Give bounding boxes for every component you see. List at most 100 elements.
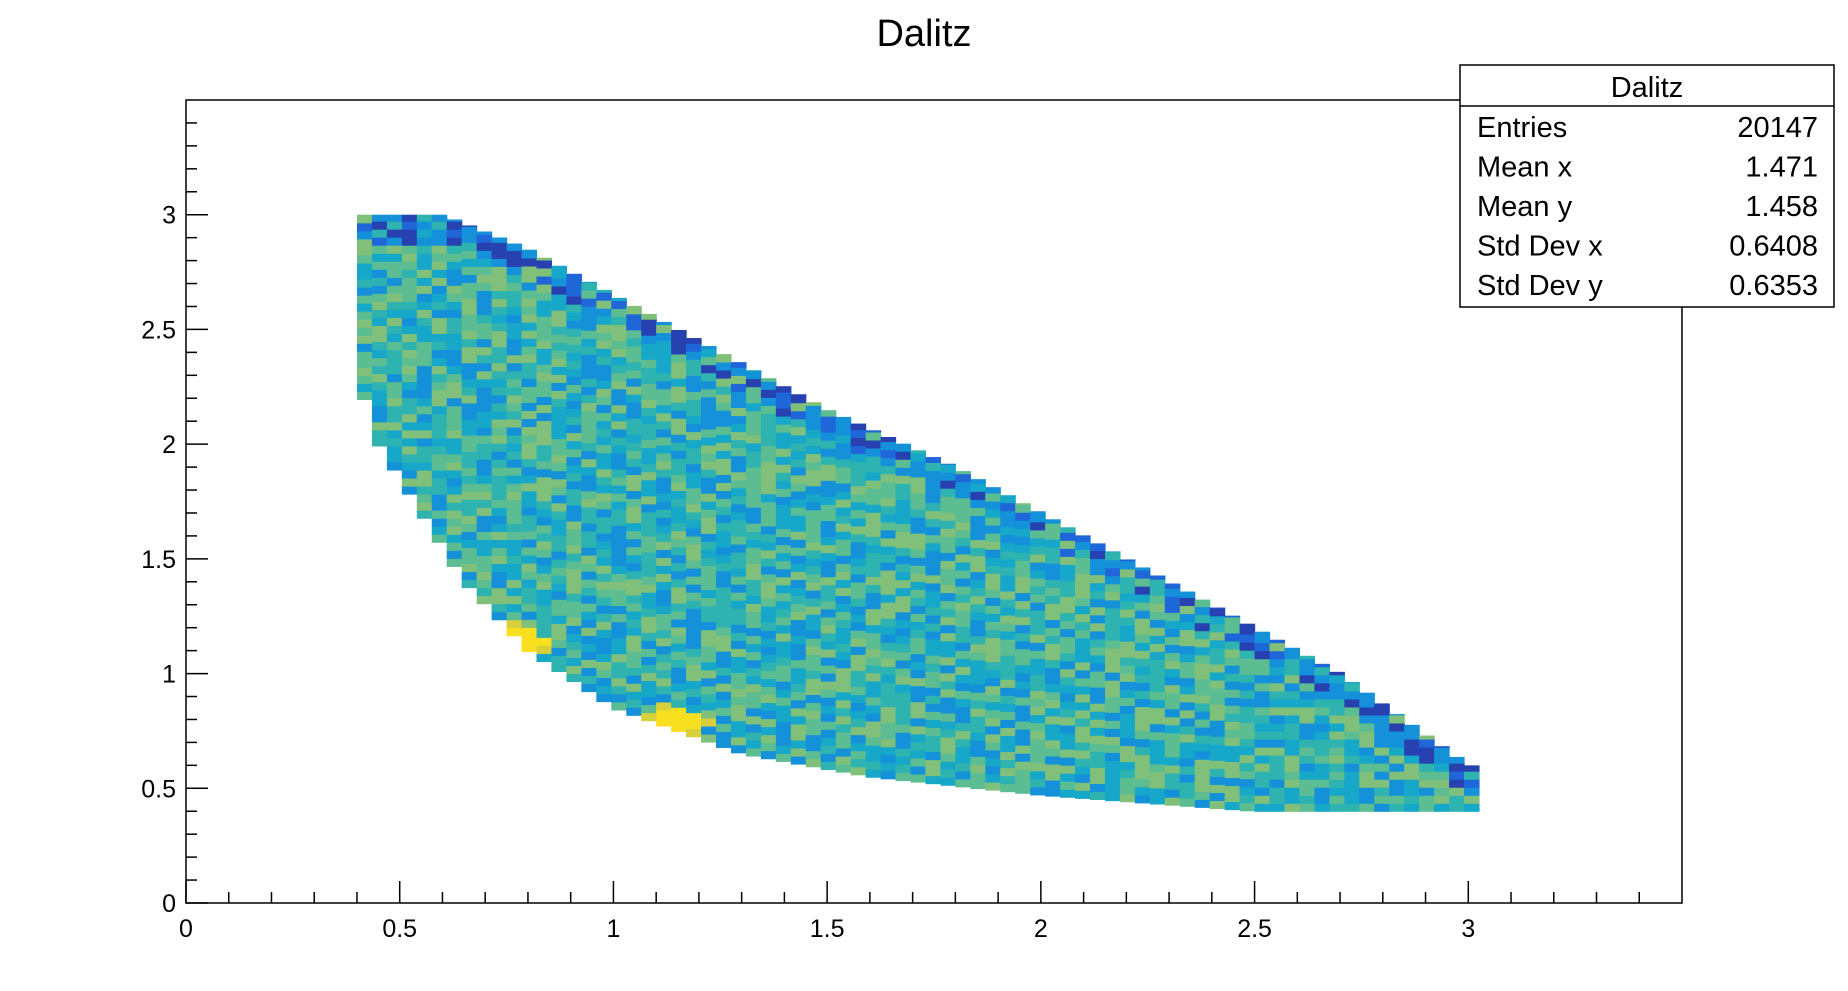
heatmap-bin (790, 474, 807, 484)
heatmap-bin (716, 418, 732, 427)
heatmap-bin (1000, 711, 1016, 720)
heatmap-bin (1045, 763, 1061, 773)
heatmap-bin (955, 505, 971, 515)
heatmap-bin (955, 666, 971, 675)
y-tick-label: 1 (162, 661, 176, 689)
heatmap-bin (1254, 771, 1271, 780)
heatmap-bin (1284, 714, 1301, 724)
heatmap-bin (386, 293, 403, 302)
heatmap-bin (820, 432, 837, 441)
heatmap-bin (476, 595, 493, 605)
heatmap-bin (820, 576, 837, 586)
heatmap-bin (1344, 771, 1360, 780)
heatmap-bin (880, 569, 897, 579)
heatmap-bin (461, 322, 478, 332)
heatmap-bin (461, 306, 478, 316)
heatmap-bin (716, 634, 732, 644)
heatmap-bin (1119, 592, 1136, 602)
heatmap-bin (1045, 587, 1061, 596)
heatmap-bin (581, 281, 597, 291)
heatmap-bin (686, 720, 702, 730)
heatmap-bin (1449, 803, 1465, 812)
heatmap-bin (850, 453, 867, 463)
heatmap-bin (491, 370, 508, 380)
heatmap-bin (1179, 693, 1196, 703)
heatmap-bin (790, 539, 807, 548)
heatmap-bin (970, 515, 986, 525)
heatmap-bin (880, 457, 897, 467)
heatmap-bin (1060, 556, 1076, 565)
heatmap-bin (970, 523, 986, 533)
heatmap-bin (656, 348, 672, 358)
heatmap-bin (1030, 602, 1046, 611)
heatmap-bin (1060, 532, 1076, 541)
heatmap-bin (551, 631, 568, 640)
heatmap-bin (835, 707, 852, 717)
heatmap-bin (656, 324, 672, 334)
heatmap-bin (386, 221, 403, 230)
heatmap-bin (790, 523, 807, 532)
heatmap-bin (431, 221, 448, 230)
heatmap-bin (536, 540, 553, 550)
heatmap-bin (446, 219, 463, 222)
heatmap-bin (551, 382, 568, 391)
heatmap-bin (506, 563, 523, 573)
heatmap-bin (835, 515, 852, 524)
heatmap-bin (506, 595, 523, 605)
heatmap-bin (626, 651, 642, 660)
heatmap-bin (716, 739, 732, 748)
heatmap-bin (880, 436, 897, 443)
heatmap-bin (611, 469, 627, 478)
heatmap-bin (775, 584, 792, 594)
heatmap-bin (596, 289, 612, 293)
heatmap-bin (386, 397, 403, 407)
heatmap-bin (970, 659, 986, 669)
heatmap-bin (401, 389, 418, 399)
heatmap-bin (805, 726, 822, 736)
heatmap-bin (641, 616, 657, 625)
heatmap-bin (895, 563, 912, 573)
heatmap-bin (626, 578, 642, 588)
heatmap-bin (521, 587, 538, 596)
heatmap-bin (820, 448, 837, 457)
heatmap-bin (880, 449, 897, 459)
heatmap-bin (371, 317, 388, 327)
heatmap-bin (790, 707, 807, 717)
heatmap-bin (671, 482, 687, 492)
heatmap-bin (760, 670, 777, 679)
heatmap-bin (716, 377, 732, 387)
heatmap-bin (1104, 736, 1121, 745)
heatmap-bin (491, 491, 508, 500)
heatmap-bin (865, 584, 882, 594)
heatmap-bin (701, 613, 717, 623)
heatmap-bin (671, 594, 687, 604)
heatmap-bin (1194, 710, 1211, 720)
heatmap-bin (1254, 738, 1271, 748)
heatmap-bin (686, 568, 702, 577)
heatmap-bin (805, 734, 822, 744)
heatmap-bin (1329, 755, 1345, 764)
heatmap-bin (656, 452, 672, 462)
heatmap-bin (1134, 634, 1151, 643)
heatmap-bin (581, 458, 597, 468)
heatmap-bin (1000, 719, 1016, 728)
heatmap-bin (566, 328, 582, 337)
heatmap-bin (491, 531, 508, 540)
heatmap-bin (401, 277, 418, 286)
heatmap-bin (611, 324, 627, 334)
heatmap-bin (671, 586, 687, 596)
heatmap-bin (686, 600, 702, 609)
heatmap-bin (1164, 756, 1181, 766)
heatmap-bin (671, 683, 687, 692)
heatmap-bin (985, 533, 1001, 542)
heatmap-bin (416, 405, 433, 415)
heatmap-bin (1239, 794, 1256, 804)
heatmap-bin (865, 600, 882, 610)
heatmap-bin (895, 579, 912, 589)
heatmap-bin (835, 523, 852, 532)
heatmap-bin (626, 570, 642, 580)
heatmap-bin (386, 301, 403, 310)
heatmap-bin (461, 475, 478, 484)
heatmap-bin (716, 699, 732, 708)
heatmap-bin (835, 723, 852, 733)
